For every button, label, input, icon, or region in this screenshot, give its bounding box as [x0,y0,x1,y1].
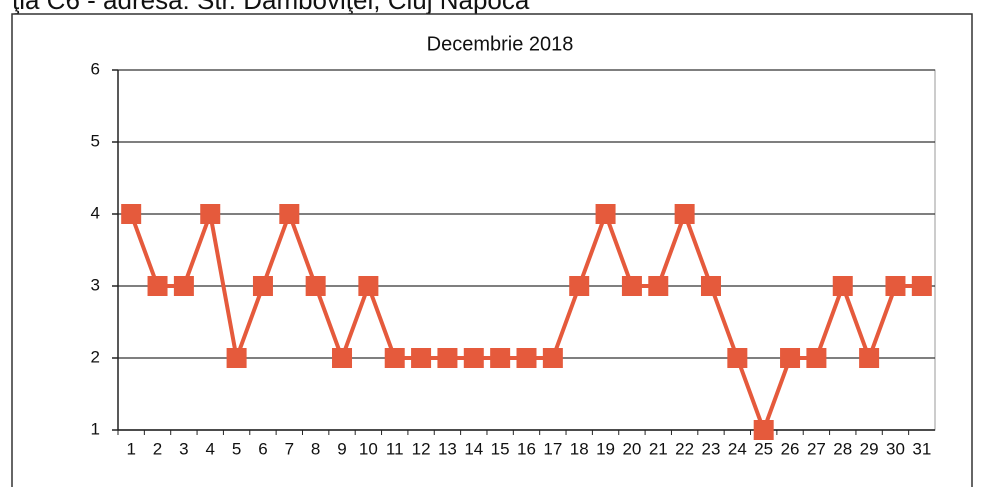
data-marker [332,348,353,368]
x-tick-label: 31 [912,439,931,458]
x-tick-label: 10 [359,439,378,458]
x-tick-label: 23 [702,439,721,458]
y-tick-label: 4 [91,203,100,222]
page-heading: ţia C6 - adresa: Str. Dâmboviţei, Cluj N… [12,0,530,15]
data-marker [121,204,142,224]
chart-title: Decembrie 2018 [427,33,574,55]
x-tick-label: 27 [807,439,826,458]
data-marker [648,276,669,296]
data-marker [700,276,721,296]
x-tick-label: 19 [596,439,615,458]
x-tick-label: 25 [754,439,773,458]
y-tick-label: 5 [91,131,100,150]
data-marker [806,348,827,368]
data-marker [200,204,221,224]
x-tick-label: 29 [860,439,879,458]
x-tick-label: 3 [179,439,188,458]
x-tick-label: 15 [491,439,510,458]
y-tick-label: 2 [91,347,100,366]
data-marker [621,276,642,296]
chart-frame [11,13,973,487]
x-tick-label: 16 [517,439,536,458]
x-tick-label: 24 [728,439,747,458]
x-tick-label: 30 [886,439,905,458]
data-marker [226,348,247,368]
data-marker [727,348,748,368]
data-marker [279,204,300,224]
data-marker [490,348,511,368]
data-marker [595,204,616,224]
x-tick-label: 6 [258,439,267,458]
x-tick-label: 7 [285,439,294,458]
y-tick-label: 1 [91,419,100,438]
x-tick-label: 1 [126,439,135,458]
x-tick-label: 4 [206,439,215,458]
x-tick-label: 26 [781,439,800,458]
y-tick-label: 6 [91,59,100,78]
data-line [129,206,922,436]
data-marker [542,348,563,368]
data-marker [173,276,194,296]
data-marker [911,276,932,296]
data-marker [437,348,458,368]
x-tick-label: 9 [337,439,346,458]
x-tick-label: 13 [438,439,457,458]
x-tick-label: 12 [412,439,431,458]
data-marker [147,276,168,296]
x-tick-label: 21 [649,439,668,458]
data-marker [305,276,326,296]
x-tick-label: 18 [570,439,589,458]
data-marker [463,348,484,368]
data-marker [885,276,906,296]
x-tick-label: 22 [675,439,694,458]
x-tick-label: 14 [464,439,483,458]
data-marker [859,348,880,368]
plot-area [117,69,936,431]
x-tick-label: 2 [153,439,162,458]
data-marker [411,348,432,368]
x-tick-label: 17 [543,439,562,458]
data-marker [780,348,801,368]
data-marker [832,276,853,296]
data-marker [384,348,405,368]
data-marker [252,276,273,296]
data-marker [358,276,379,296]
data-marker [569,276,590,296]
x-tick-label: 5 [232,439,241,458]
x-tick-label: 20 [622,439,641,458]
x-tick-label: 28 [833,439,852,458]
x-tick-label: 8 [311,439,320,458]
data-marker [674,204,695,224]
data-marker [516,348,537,368]
x-tick-label: 11 [386,439,404,458]
data-marker [753,420,774,440]
y-tick-label: 3 [91,275,100,294]
